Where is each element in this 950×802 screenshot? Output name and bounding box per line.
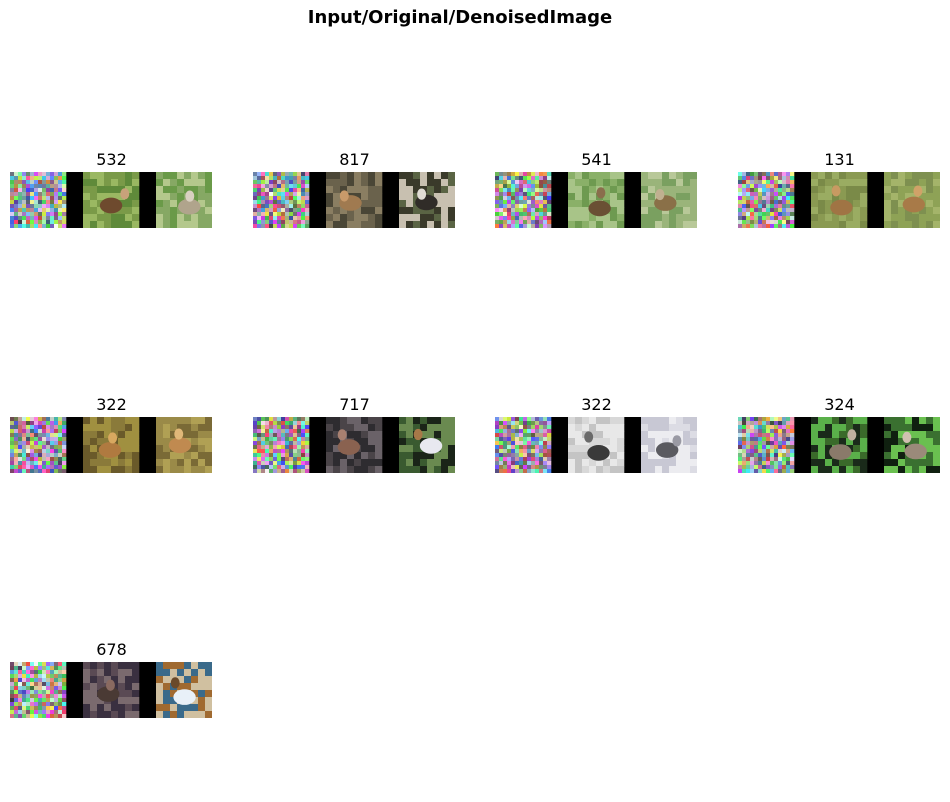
image-strip-svg [495, 172, 697, 228]
panel-title: 532 [96, 150, 127, 169]
panel-title: 817 [339, 150, 370, 169]
noisy-input-image [10, 172, 67, 228]
noisy-input-image [253, 417, 310, 473]
panel-title: 324 [824, 395, 855, 414]
image-strip-svg [253, 417, 455, 473]
original-image [83, 172, 140, 228]
figure-title: Input/Original/DenoisedImage [307, 7, 613, 28]
original-image [568, 172, 625, 228]
original-image [326, 172, 383, 228]
image-strip-svg [738, 172, 940, 228]
image-strip-svg [10, 172, 212, 228]
noisy-input-image [738, 417, 795, 473]
denoised-image [156, 662, 212, 718]
image-strip-svg [738, 417, 940, 473]
noisy-input-image [10, 417, 67, 473]
original-image [83, 417, 140, 473]
image-strip [738, 172, 941, 228]
denoised-image [641, 417, 697, 473]
denoised-image [399, 172, 455, 228]
image-strip-svg [253, 172, 455, 228]
image-strip-svg [10, 417, 212, 473]
original-image [83, 662, 140, 718]
denoised-image [884, 417, 940, 473]
panel-title: 322 [96, 395, 127, 414]
noisy-input-image [738, 172, 795, 228]
image-strip [253, 172, 456, 228]
panel-title: 131 [824, 150, 855, 169]
noisy-input-image [253, 172, 310, 228]
panel-title: 322 [581, 395, 612, 414]
noisy-input-image [495, 417, 552, 473]
image-strip [10, 172, 213, 228]
image-strip [253, 417, 456, 473]
denoised-image [641, 172, 697, 228]
image-strip-svg [10, 662, 212, 718]
image-strip-svg [495, 417, 697, 473]
image-strip [495, 172, 698, 228]
original-image [568, 417, 625, 473]
image-strip [738, 417, 941, 473]
panel-title: 717 [339, 395, 370, 414]
denoised-image [156, 172, 212, 228]
image-strip [495, 417, 698, 473]
noisy-input-image [10, 662, 67, 718]
original-image [326, 417, 383, 473]
denoised-image [399, 417, 455, 473]
original-image [811, 172, 868, 228]
image-strip [10, 417, 213, 473]
panel-title: 541 [581, 150, 612, 169]
panel-title: 678 [96, 640, 127, 659]
noisy-input-image [495, 172, 552, 228]
denoised-image [156, 417, 212, 473]
denoised-image [884, 172, 940, 228]
original-image [811, 417, 868, 473]
image-strip [10, 662, 213, 718]
